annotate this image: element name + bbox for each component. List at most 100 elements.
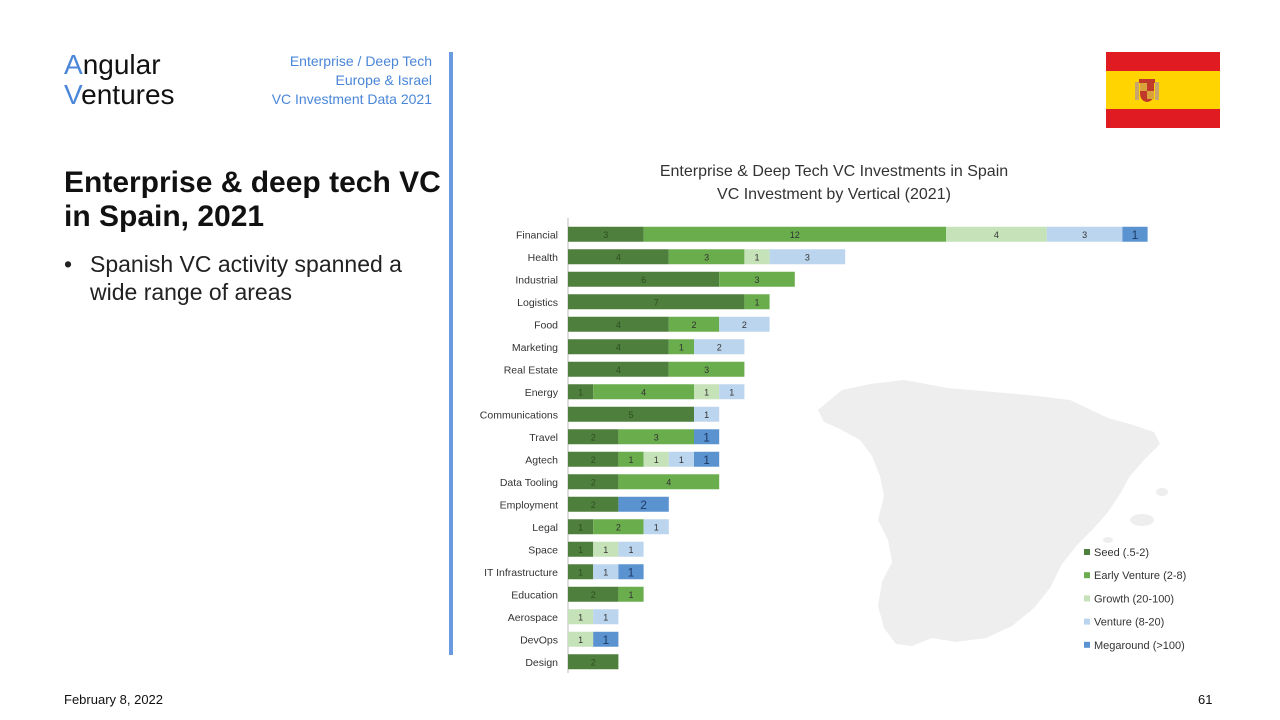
bar-segment — [618, 429, 694, 445]
data-label: 2 — [591, 455, 596, 465]
category-label: Agtech — [525, 454, 558, 466]
page-number: 61 — [1198, 692, 1213, 707]
bar-segment — [568, 294, 745, 310]
logo-line2: entures — [81, 79, 175, 110]
bar-segment — [1122, 226, 1148, 242]
category-label: Space — [528, 544, 558, 556]
data-label: 1 — [578, 635, 583, 645]
data-label: 1 — [704, 410, 709, 420]
category-label: Employment — [500, 499, 558, 511]
bar-segment — [668, 316, 720, 332]
chart-title-block: Enterprise & Deep Tech VC Investments in… — [565, 160, 1103, 206]
bar-segment — [593, 384, 694, 400]
slide-title: Enterprise & deep tech VC in Spain, 2021 — [64, 166, 441, 233]
category-label: DevOps — [520, 634, 558, 646]
data-label: 4 — [994, 230, 999, 240]
data-label: 1 — [603, 567, 608, 577]
bullet-item: • Spanish VC activity spanned a wide ran… — [64, 250, 444, 306]
chart-title: Enterprise & Deep Tech VC Investments in… — [659, 163, 1009, 180]
bar-segment — [568, 361, 669, 377]
data-label: 1 — [578, 522, 583, 532]
data-label: 1 — [628, 590, 633, 600]
subtitle-line: VC Investment Data 2021 — [271, 91, 432, 107]
data-label: 1 — [628, 455, 633, 465]
bar-segment — [568, 654, 619, 670]
data-label: 12 — [790, 230, 800, 240]
chart-subtitle: VC Investment by Vertical (2021) — [717, 186, 951, 203]
bar-segment — [618, 451, 644, 467]
coat-of-arms-icon — [1135, 79, 1159, 102]
data-label: 1 — [679, 455, 684, 465]
category-label: Logistics — [517, 297, 558, 309]
bar-segment — [618, 496, 669, 512]
data-label: 3 — [1082, 230, 1087, 240]
logo-initial-v: V — [64, 79, 82, 110]
bar-segment — [694, 339, 745, 355]
data-label: 2 — [591, 590, 596, 600]
category-label: Legal — [532, 522, 558, 534]
category-label: Design — [525, 657, 558, 669]
category-label: Aerospace — [508, 612, 558, 624]
bar-segment — [668, 361, 745, 377]
data-label: 1 — [729, 387, 734, 397]
data-label: 2 — [717, 342, 722, 352]
deck-subtitle: Enterprise / Deep Tech Europe & Israel V… — [272, 52, 432, 109]
bar-segment — [618, 564, 644, 580]
bar-segment — [719, 316, 770, 332]
bar-segment — [568, 429, 619, 445]
bar-segment — [618, 474, 720, 490]
data-label: 1 — [602, 633, 609, 647]
bar-segment — [568, 271, 720, 287]
data-label: 4 — [616, 320, 621, 330]
bar-segment — [593, 541, 619, 557]
bar-segment — [568, 226, 644, 242]
data-label: 4 — [641, 387, 646, 397]
data-label: 1 — [703, 430, 710, 444]
logo-line1: ngular — [82, 49, 161, 80]
bar-segment — [946, 226, 1047, 242]
legend-swatch — [1084, 549, 1090, 555]
data-label: 1 — [628, 545, 633, 555]
bar-segment — [668, 451, 694, 467]
bar-segment — [568, 384, 594, 400]
data-label: 7 — [654, 297, 659, 307]
category-label: Food — [534, 319, 558, 331]
data-label: 3 — [704, 252, 709, 262]
data-label: 6 — [641, 275, 646, 285]
bar-segment — [694, 451, 720, 467]
bar-segment — [568, 519, 594, 535]
category-label: Marketing — [512, 342, 558, 354]
bar-segment — [694, 406, 720, 422]
bar-segment — [568, 339, 669, 355]
bar-segment — [719, 271, 795, 287]
legend-swatch — [1084, 618, 1090, 625]
category-label: IT Infrastructure — [484, 567, 558, 579]
data-label: 2 — [591, 432, 596, 442]
data-label: 1 — [578, 387, 583, 397]
category-label: Financial — [516, 229, 558, 241]
bar-segment — [744, 249, 770, 265]
data-label: 1 — [703, 453, 710, 467]
bar-segment — [643, 226, 946, 242]
data-label: 2 — [742, 320, 747, 330]
data-label: 1 — [603, 545, 608, 555]
data-label: 3 — [704, 365, 709, 375]
data-label: 3 — [603, 230, 608, 240]
bar-segment — [643, 451, 669, 467]
bar-segment — [694, 429, 720, 445]
bar-segment — [568, 406, 694, 422]
legend-label: Growth (20-100) — [1094, 593, 1174, 605]
data-label: 3 — [754, 275, 759, 285]
data-label: 5 — [628, 410, 633, 420]
footer-date: February 8, 2022 — [64, 692, 164, 707]
divider-line — [449, 52, 453, 655]
legend-label: Early Venture (2-8) — [1094, 570, 1186, 582]
data-label: 3 — [805, 252, 810, 262]
subtitle-line: Europe & Israel — [335, 72, 433, 88]
data-label: 2 — [691, 320, 696, 330]
data-label: 1 — [754, 297, 759, 307]
data-label: 2 — [591, 500, 596, 510]
bar-segment — [568, 586, 619, 602]
legend-swatch — [1084, 595, 1090, 602]
